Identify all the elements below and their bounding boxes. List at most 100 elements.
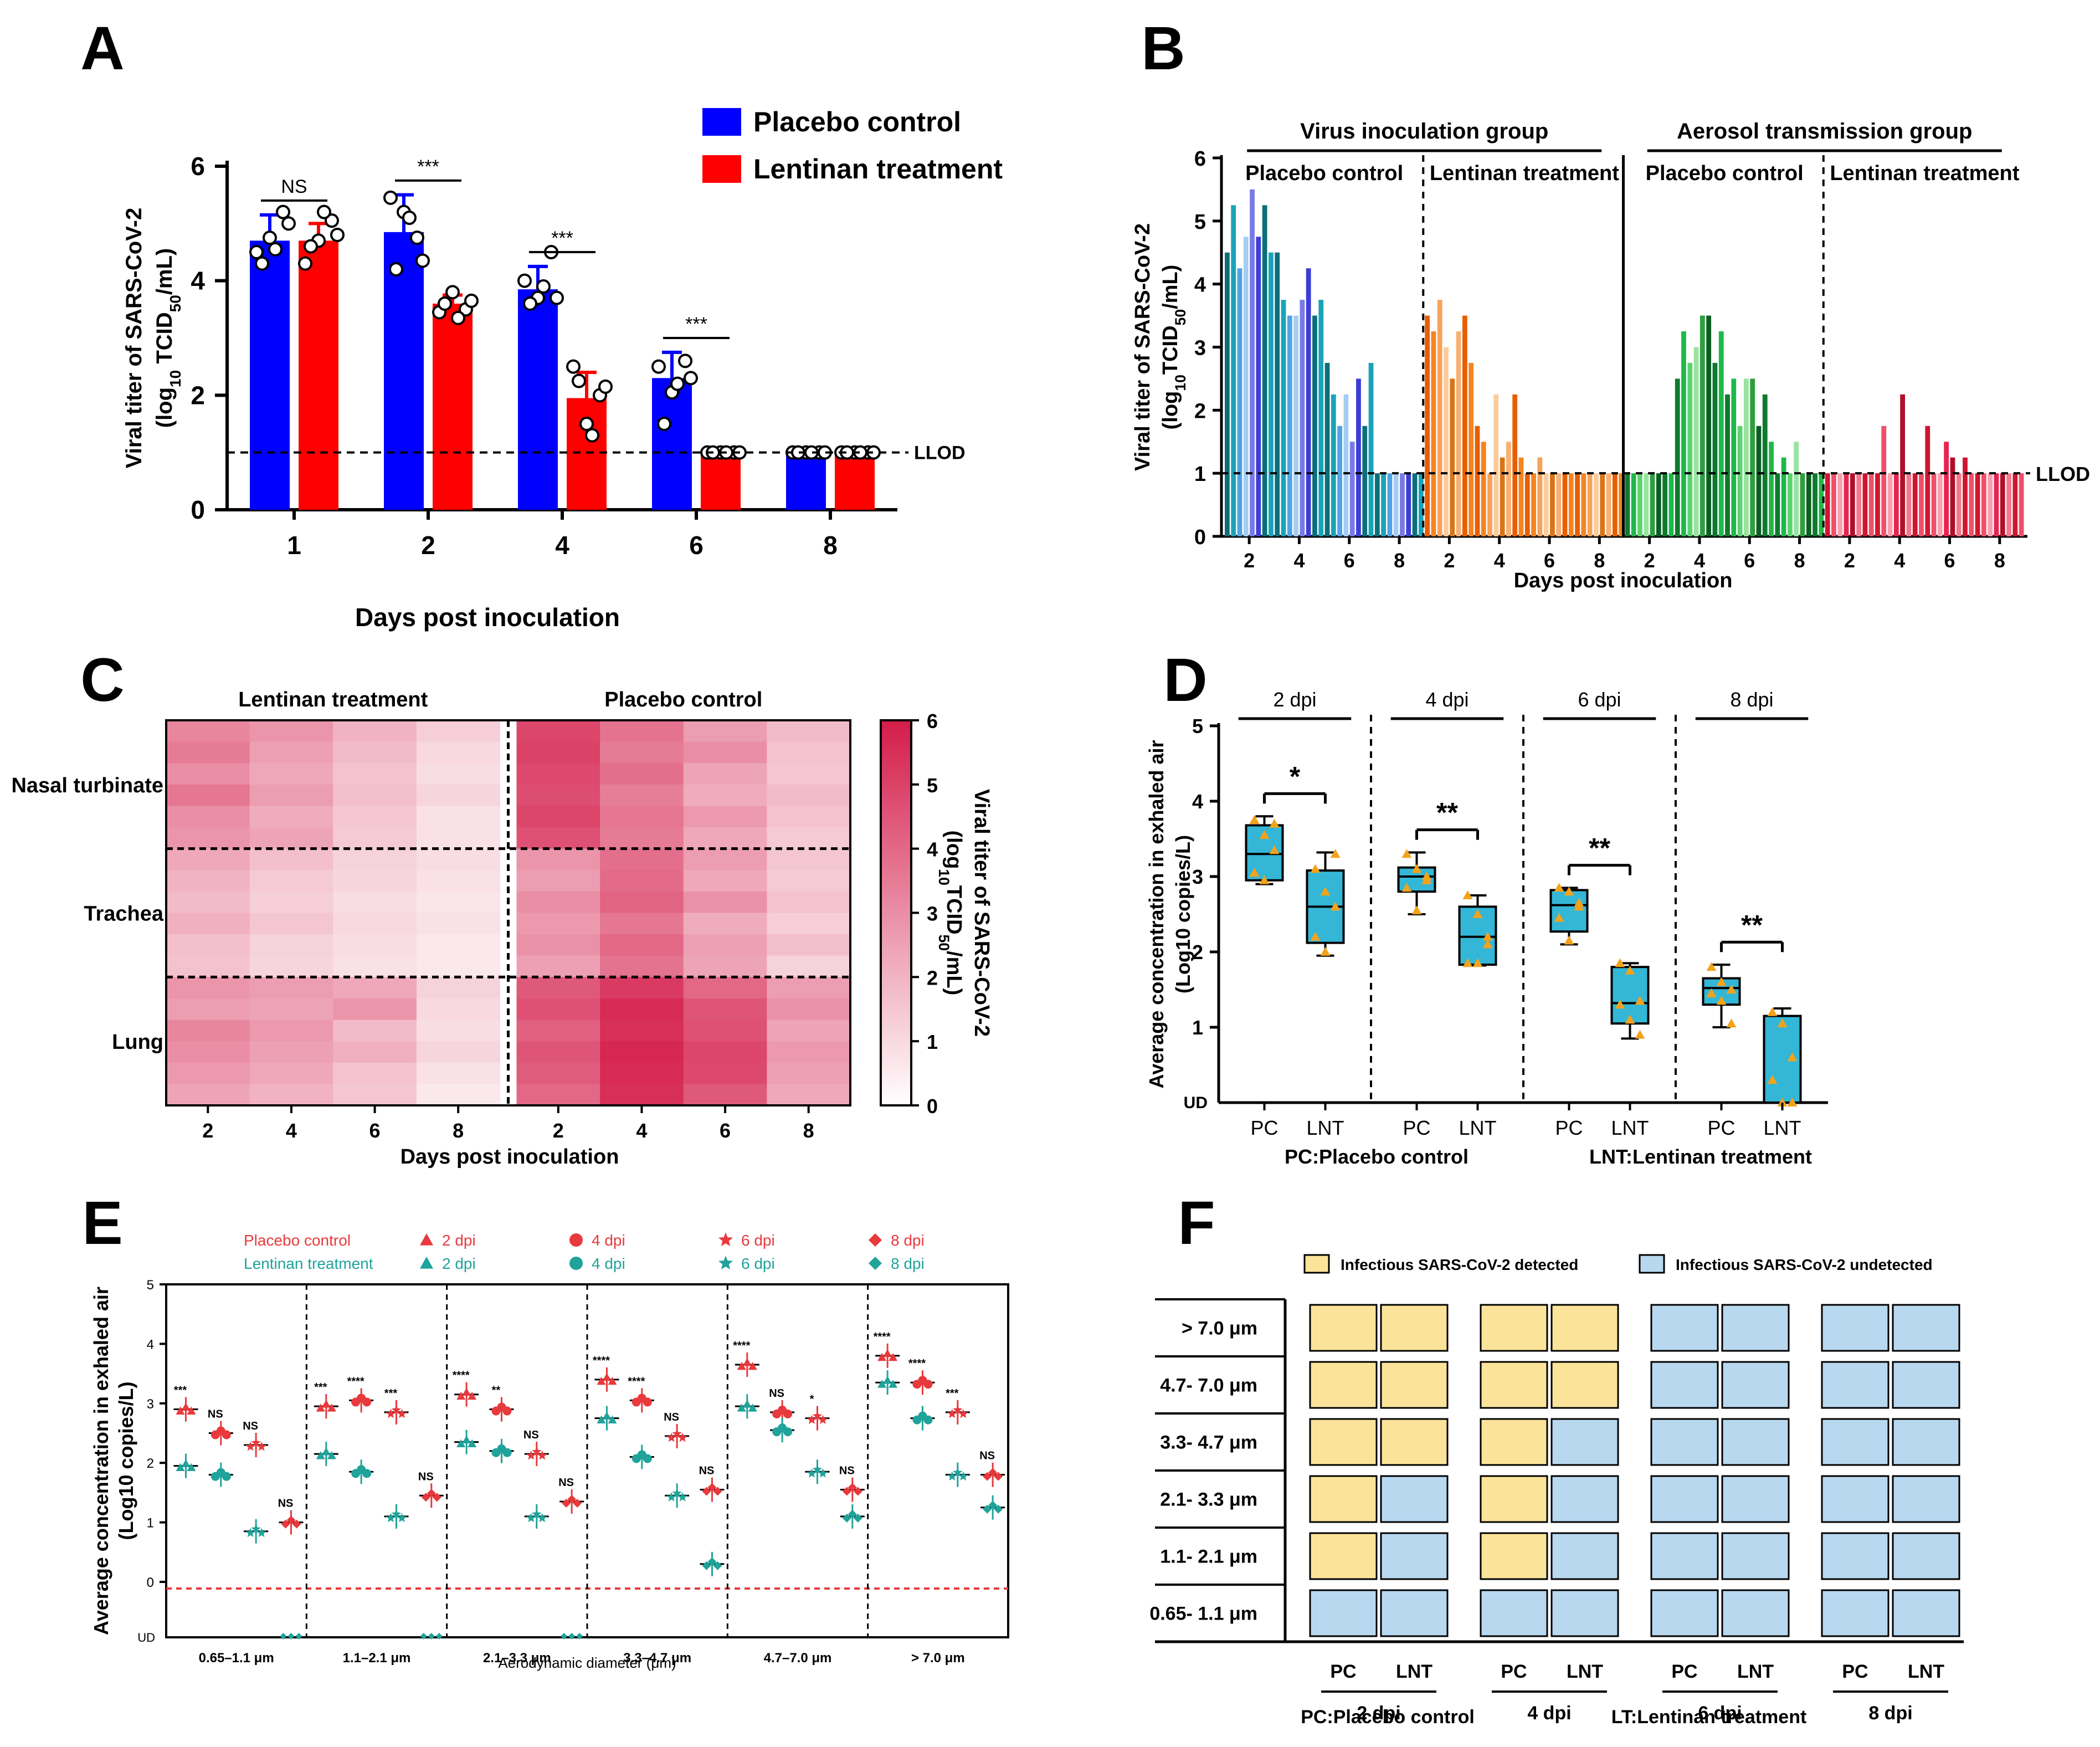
bar — [518, 289, 558, 510]
heatmap-cell — [249, 1019, 333, 1042]
x-tick-label: 3.3–4.7 μm — [623, 1651, 691, 1666]
data-point — [256, 1528, 266, 1538]
heatmap-cell — [333, 741, 417, 764]
bar — [1431, 331, 1436, 536]
data-point — [1767, 1075, 1778, 1084]
legend-symbol — [569, 1233, 583, 1247]
data-point — [702, 1561, 711, 1570]
data-point — [402, 211, 417, 225]
data-point — [456, 1439, 466, 1448]
x-axis-label: Days post inoculation — [355, 603, 620, 632]
data-point — [713, 1561, 722, 1570]
label-part: /mL) — [1159, 265, 1182, 309]
heatmap-cell — [600, 720, 684, 742]
data-point — [677, 1432, 687, 1442]
heatmap-cell — [416, 913, 500, 935]
x-tick-label: PC — [1250, 1116, 1278, 1139]
heatmap-cell — [600, 763, 684, 785]
group-label: 8 dpi — [1730, 688, 1773, 711]
colorbar-tick-label: 0 — [927, 1095, 938, 1118]
heatmap-cell — [333, 1062, 417, 1084]
significance-label: NS — [664, 1411, 679, 1423]
bar — [1581, 473, 1586, 536]
bar — [1819, 473, 1824, 536]
day-label: 4 dpi — [1527, 1703, 1571, 1724]
bar — [1862, 473, 1868, 536]
panel-e: E 0 1 2 3 4 5 UD Average concentration in exhale… — [82, 1189, 1009, 1671]
bar — [1343, 394, 1349, 536]
x-tick-label: 8 — [1594, 549, 1605, 572]
status-cell — [1650, 1589, 1719, 1637]
heatmap-cell — [166, 784, 250, 806]
heatmap-cell — [516, 934, 600, 956]
data-point — [187, 1463, 196, 1471]
legend-label: 6 dpi — [741, 1255, 775, 1272]
legend-label: 4 dpi — [592, 1255, 625, 1272]
legend-swatch — [702, 108, 741, 136]
data-point — [994, 1504, 1003, 1514]
data-point — [842, 1513, 851, 1523]
y-tick-label: 4 — [147, 1337, 154, 1352]
label-part: 50 — [1172, 309, 1189, 326]
bar — [1281, 300, 1286, 536]
x-axis-label: Aerodynamic diameter (μm) — [498, 1654, 676, 1671]
data-point — [222, 1472, 231, 1481]
bar — [1469, 362, 1474, 536]
data-point — [585, 428, 599, 443]
heatmap-cell — [683, 1062, 767, 1084]
bar — [1450, 378, 1455, 536]
bar — [1762, 394, 1768, 536]
bar — [1769, 442, 1774, 536]
bar — [1919, 473, 1924, 536]
data-point — [327, 1451, 336, 1459]
x-tick-label: 4 — [636, 1119, 647, 1142]
x-tick-label: 4.7–7.0 μm — [764, 1651, 832, 1666]
bar — [1699, 315, 1705, 536]
heatmap-cell — [600, 827, 684, 849]
x-tick-label: 4 — [1293, 549, 1305, 572]
group-title: Virus inoculation group — [1300, 119, 1548, 144]
panel-c: C Lentinan treatment 2 4 6 8 Placebo control 2 4… — [11, 646, 993, 1169]
bar — [1687, 362, 1693, 536]
heatmap-cell — [166, 1084, 250, 1106]
data-point-ud — [561, 1633, 568, 1640]
status-cell — [1892, 1304, 1960, 1352]
significance-label: * — [810, 1393, 814, 1406]
row-label: 3.3- 4.7 μm — [1160, 1432, 1257, 1453]
significance-label: NS — [281, 176, 307, 197]
legend-label: Lentinan treatment — [244, 1255, 373, 1272]
legend-symbol — [869, 1233, 882, 1247]
bar — [1850, 473, 1855, 536]
row-label: 2.1- 3.3 μm — [1160, 1489, 1257, 1510]
status-cell — [1821, 1304, 1890, 1352]
data-point — [1625, 966, 1635, 975]
y-tick-label: 1 — [1192, 1016, 1203, 1039]
heatmap-cell — [333, 848, 417, 870]
bar — [652, 378, 692, 510]
data-point — [1706, 988, 1717, 997]
y-tick-label: 6 — [191, 152, 205, 181]
bar — [1512, 394, 1518, 536]
bar — [1631, 473, 1636, 536]
x-tick-label: 2 — [1644, 549, 1655, 572]
data-point — [1310, 864, 1321, 873]
data-point — [608, 1376, 617, 1385]
bar — [1600, 473, 1605, 536]
data-point-ud — [420, 1633, 427, 1640]
bar — [1331, 394, 1336, 536]
heatmap-cell — [166, 891, 250, 913]
data-point — [1716, 996, 1727, 1005]
bar — [1912, 473, 1918, 536]
x-tick-label: 8 — [1994, 549, 2005, 572]
data-point — [1269, 818, 1280, 828]
status-cell — [1550, 1418, 1619, 1466]
status-cell — [1550, 1475, 1619, 1523]
bar — [1575, 473, 1580, 536]
significance-label: **** — [593, 1355, 610, 1367]
x-tick-label: 2.1–3.3 μm — [483, 1651, 551, 1666]
column-label: LNT — [1396, 1661, 1432, 1682]
group-label: 2 dpi — [1273, 688, 1316, 711]
y-tick-label: 3 — [1192, 865, 1203, 888]
bar — [1225, 252, 1230, 536]
data-point — [1787, 1052, 1798, 1062]
